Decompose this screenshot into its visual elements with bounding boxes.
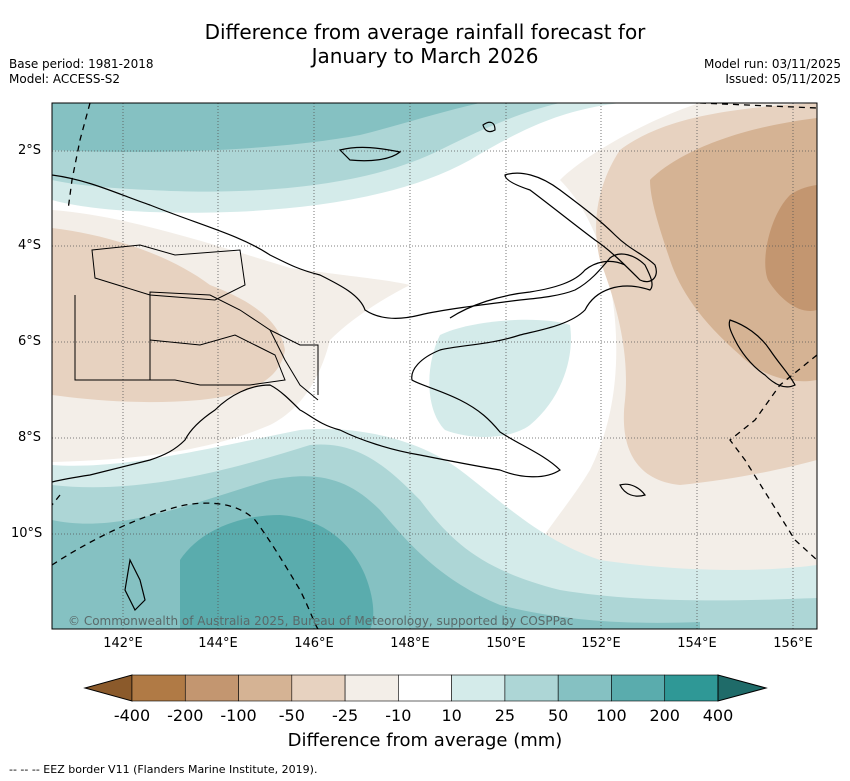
- title-line-2: January to March 2026: [311, 44, 539, 68]
- colorbar-bin: [557, 674, 612, 702]
- colorbar-tick-label: -100: [220, 706, 257, 725]
- colorbar-bin: [504, 674, 559, 702]
- lat-label-6s: 6°S: [18, 334, 42, 349]
- admin-borders: [74, 244, 319, 401]
- lon-label-146e: 146°E: [294, 636, 334, 651]
- lat-label-2s: 2°S: [18, 143, 42, 158]
- colorbar: [83, 674, 768, 702]
- lon-label-152e: 152°E: [581, 636, 621, 651]
- colorbar-title: Difference from average (mm): [287, 730, 563, 751]
- model-name: Model: ACCESS-S2: [9, 72, 121, 86]
- eez-borders: [52, 103, 817, 629]
- colorbar-tick-label: -25: [332, 706, 359, 725]
- lon-label-150e: 150°E: [486, 636, 526, 651]
- colorbar-bin: [344, 674, 399, 702]
- colorbar-bin: [131, 674, 186, 702]
- colorbar-tick-label: -50: [278, 706, 305, 725]
- lon-label-156e: 156°E: [773, 636, 813, 651]
- lon-label-154e: 154°E: [677, 636, 717, 651]
- lon-label-148e: 148°E: [390, 636, 430, 651]
- map-title: Difference from average rainfall forecas…: [0, 20, 850, 68]
- colorbar-bin: [664, 674, 719, 702]
- colorbar-extend-high: [717, 674, 768, 702]
- colorbar-tick-label: 100: [596, 706, 627, 725]
- colorbar-bin: [184, 674, 239, 702]
- map-frame: [51, 102, 818, 630]
- colorbar-tick-label: 25: [494, 706, 516, 725]
- eez-legend: -- -- -- EEZ border V11 (Flanders Marine…: [9, 763, 318, 776]
- colorbar-bin: [451, 674, 506, 702]
- copyright-credit: © Commonwealth of Australia 2025, Bureau…: [68, 614, 574, 628]
- issued-date: Issued: 05/11/2025: [725, 72, 841, 86]
- colorbar-tick-label: 10: [441, 706, 462, 725]
- model-run: Model run: 03/11/2025: [703, 57, 841, 71]
- lon-label-142e: 142°E: [103, 636, 143, 651]
- lat-label-4s: 4°S: [18, 238, 42, 253]
- meta-right: Model run: 03/11/2025 Issued: 05/11/2025: [704, 57, 841, 87]
- colorbar-tick-label: -400: [113, 706, 151, 725]
- base-period: Base period: 1981-2018: [9, 57, 154, 71]
- meta-left: Base period: 1981-2018 Model: ACCESS-S2: [9, 57, 154, 87]
- colorbar-tick-label: 50: [547, 706, 569, 725]
- lat-label-10s: 10°S: [11, 526, 43, 541]
- lat-label-8s: 8°S: [18, 430, 42, 445]
- colorbar-tick-label: 200: [649, 706, 680, 725]
- colorbar-bin: [398, 674, 452, 702]
- title-line-1: Difference from average rainfall forecas…: [204, 20, 646, 44]
- colorbar-bin: [291, 674, 346, 702]
- colorbar-tick-label: 400: [702, 706, 734, 725]
- rainfall-anomaly-fill: [52, 103, 817, 629]
- colorbar-bin: [611, 674, 666, 702]
- lon-label-144e: 144°E: [198, 636, 238, 651]
- colorbar-extend-low: [83, 674, 133, 702]
- colorbar-tick-label: -200: [167, 706, 204, 725]
- colorbar-bin: [238, 674, 293, 702]
- graticule: [52, 103, 817, 629]
- colorbar-tick-label: -10: [385, 706, 412, 725]
